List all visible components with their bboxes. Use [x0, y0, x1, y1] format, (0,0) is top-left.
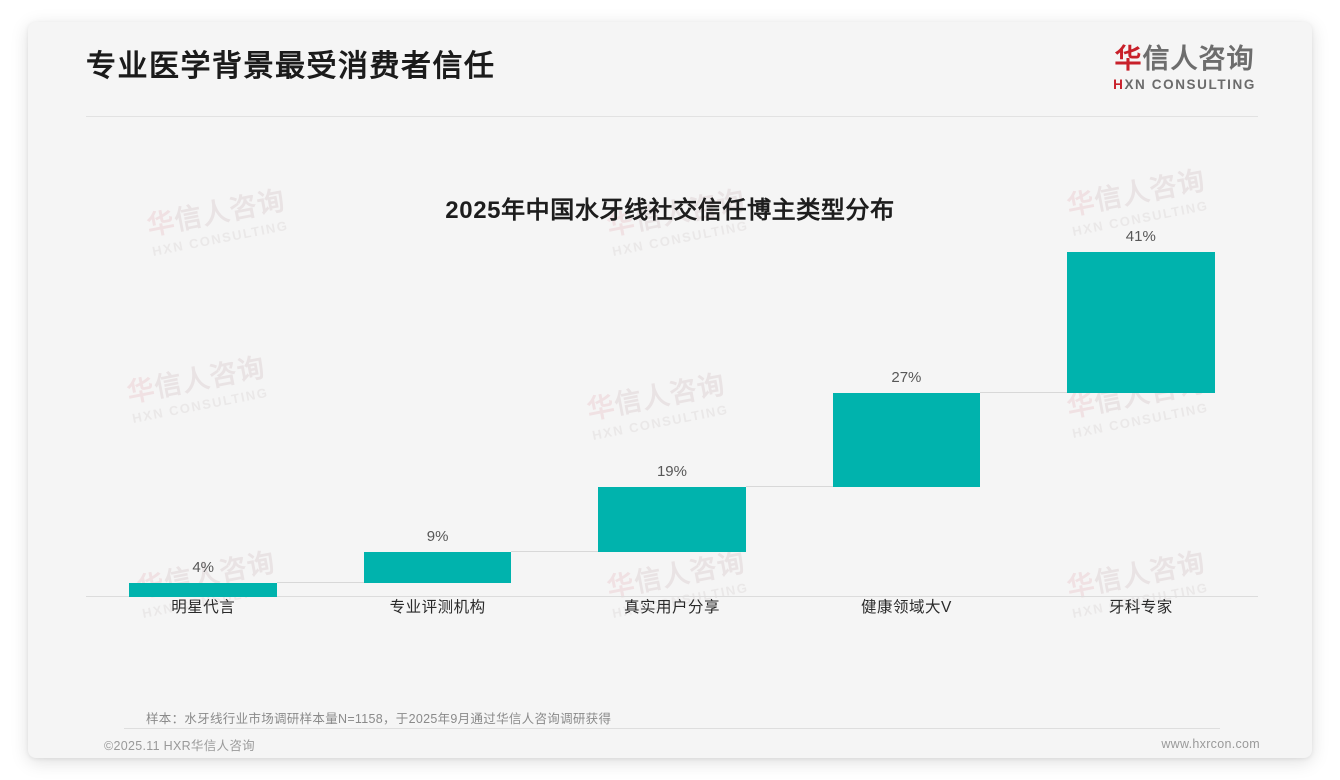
copyright-text: ©2025.11 HXR华信人咨询 — [104, 738, 255, 753]
website-url: www.hxrcon.com — [1161, 737, 1260, 751]
chart-bar[interactable] — [1066, 252, 1215, 394]
logo-en-red-char: H — [1113, 77, 1125, 93]
category-label: 专业评测机构 — [389, 599, 486, 616]
slide-footer: ©2025.11 HXR华信人咨询 www.hxrcon.com — [28, 730, 1312, 758]
x-axis-line — [86, 596, 1258, 597]
logo-en-rest: XN CONSULTING — [1124, 77, 1256, 93]
slide-header: 专业医学背景最受消费者信任 华信人咨询 HXN CONSULTING — [28, 22, 1312, 116]
bar-value-label: 4% — [192, 559, 215, 577]
company-logo: 华信人咨询 HXN CONSULTING — [1113, 46, 1256, 92]
logo-cn-rest: 信人咨询 — [1142, 44, 1255, 75]
chart-bar[interactable] — [363, 552, 512, 584]
chart-plot-area: 4% 9% 19% 27% 41% — [86, 229, 1258, 597]
bar-value-label: 9% — [426, 528, 449, 546]
header-divider — [86, 116, 1258, 117]
category-label: 明星代言 — [171, 599, 236, 616]
logo-cn-red-char: 华 — [1114, 44, 1143, 75]
page-title: 专业医学背景最受消费者信任 — [86, 50, 496, 83]
logo-english-text: HXN CONSULTING — [1113, 78, 1256, 92]
waterfall-connector-line — [511, 551, 599, 553]
waterfall-connector-line — [980, 392, 1067, 394]
bar-value-label: 27% — [891, 369, 922, 387]
chart-bar-group[interactable]: 27% — [832, 252, 981, 597]
category-label: 牙科专家 — [1108, 599, 1173, 616]
chart-bar-group[interactable]: 19% — [598, 252, 746, 597]
bar-value-label: 19% — [656, 462, 687, 480]
chart-bar-group[interactable]: 41% — [1066, 229, 1215, 597]
source-footnote: 样本：水牙线行业市场调研样本量N=1158，于2025年9月通过华信人咨询调研获… — [146, 712, 612, 726]
footer-divider — [124, 728, 1220, 729]
chart-bar-group[interactable]: 9% — [363, 252, 512, 597]
chart-bar[interactable] — [598, 486, 746, 553]
slide-card: 华信人咨询 HXN CONSULTING 华信人咨询 HXN CONSULTIN… — [28, 22, 1312, 758]
chart-bar[interactable] — [832, 393, 981, 487]
category-label: 真实用户分享 — [623, 599, 720, 616]
x-axis-category-labels: 明星代言 专业评测机构 真实用户分享 健康领域大V 牙科专家 — [86, 600, 1258, 630]
category-label: 健康领域大V — [860, 599, 952, 616]
logo-chinese-text: 华信人咨询 — [1113, 46, 1256, 73]
chart-bar-group[interactable]: 4% — [129, 252, 278, 597]
waterfall-connector-line — [277, 582, 364, 584]
chart-title: 2025年中国水牙线社交信任博主类型分布 — [445, 197, 895, 224]
chart-bar[interactable] — [129, 583, 278, 597]
bar-value-label: 41% — [1125, 228, 1156, 245]
waterfall-connector-line — [745, 485, 833, 487]
